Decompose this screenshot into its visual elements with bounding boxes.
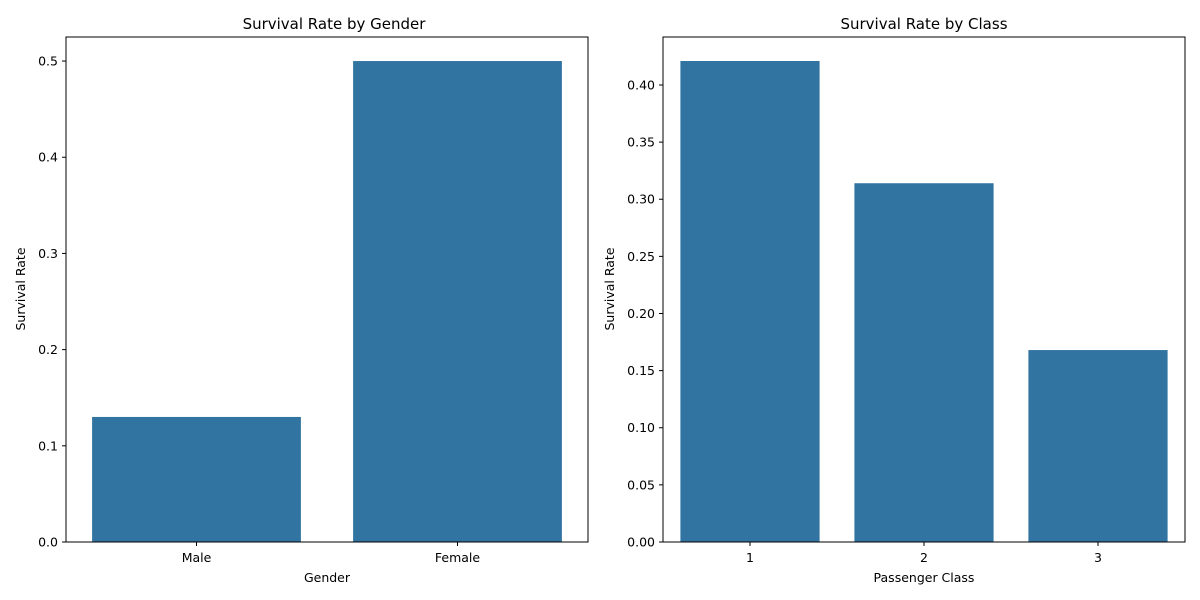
y-tick-label: 0.15	[627, 363, 655, 378]
bar-3	[1028, 350, 1168, 542]
y-tick-label: 0.3	[38, 246, 58, 261]
y-axis-ticks: 0.00 0.05 0.10 0.15 0.20 0.25 0.30 0.35 0.40	[627, 77, 663, 550]
x-tick-label: 2	[920, 550, 928, 565]
bar-2	[854, 183, 994, 543]
y-tick-label: 0.25	[627, 249, 655, 264]
chart-title: Survival Rate by Gender	[243, 15, 427, 33]
x-tick-label: Male	[182, 550, 212, 565]
x-axis-ticks: 1 2 3	[746, 542, 1102, 565]
x-axis-label: Passenger Class	[874, 570, 975, 585]
y-axis-label: Survival Rate	[13, 247, 28, 330]
y-tick-label: 0.20	[627, 306, 655, 321]
y-axis-ticks: 0.0 0.1 0.2 0.3 0.4 0.5	[38, 54, 66, 550]
y-tick-label: 0.05	[627, 477, 655, 492]
y-tick-label: 0.0	[38, 535, 58, 550]
y-tick-label: 0.35	[627, 135, 655, 150]
bars-group	[680, 60, 1168, 543]
y-axis-label: Survival Rate	[602, 247, 617, 330]
y-tick-label: 0.5	[38, 54, 58, 69]
x-tick-label: 1	[746, 550, 754, 565]
y-tick-label: 0.30	[627, 192, 655, 207]
bar-1	[680, 60, 820, 543]
x-axis-label: Gender	[304, 570, 351, 585]
x-tick-label: 3	[1094, 550, 1102, 565]
chart-title: Survival Rate by Class	[840, 15, 1007, 33]
x-axis-ticks: Male Female	[182, 542, 481, 565]
y-tick-label: 0.1	[38, 438, 58, 453]
plot-frame	[662, 36, 1186, 543]
y-tick-label: 0.00	[627, 535, 655, 550]
x-tick-label: Female	[435, 550, 481, 565]
plot-frame	[65, 36, 589, 543]
chart-survival-by-gender: Survival Rate by Gender 0.00.10.20.30.40…	[13, 15, 589, 585]
bars-group	[92, 61, 562, 543]
bar-male	[92, 416, 301, 542]
y-tick-label: 0.40	[627, 77, 655, 92]
y-tick-label: 0.4	[38, 150, 58, 165]
chart-survival-by-class: Survival Rate by Class 0.000.050.100.150…	[602, 15, 1186, 585]
y-tick-label: 0.2	[38, 342, 58, 357]
bar-female	[353, 61, 562, 543]
y-tick-label: 0.10	[627, 420, 655, 435]
